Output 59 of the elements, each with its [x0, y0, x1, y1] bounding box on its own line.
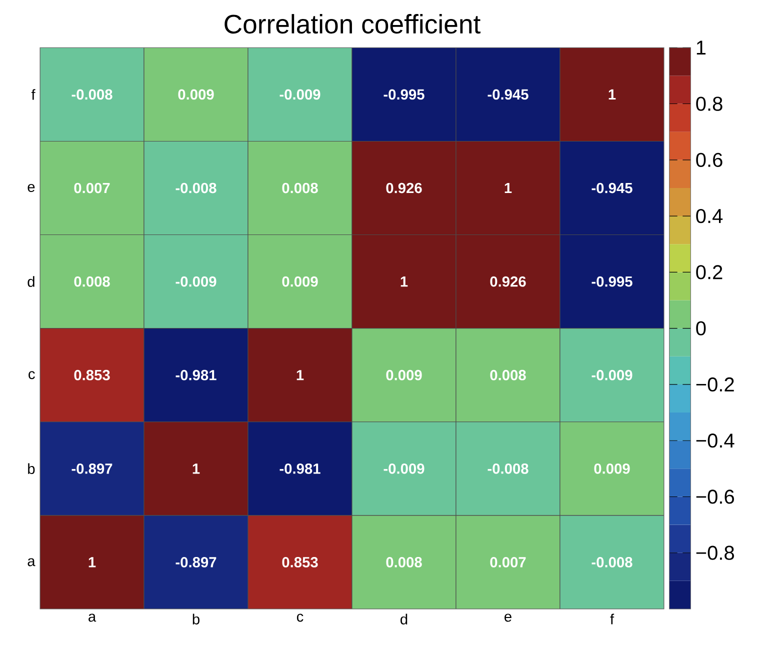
x-tick-label: f — [610, 614, 614, 624]
data-label: 0.008 — [386, 557, 422, 568]
data-label: -0.009 — [176, 276, 216, 287]
color-bar-label: −0.2 — [696, 377, 734, 392]
data-label: -0.008 — [72, 89, 112, 100]
data-label: -0.008 — [488, 463, 528, 474]
data-label: -0.009 — [384, 463, 424, 474]
data-label: 1 — [192, 464, 200, 474]
data-label: -0.981 — [280, 463, 320, 474]
data-label: 0.008 — [490, 370, 526, 380]
data-label: -0.897 — [72, 463, 112, 474]
y-tick-label: c — [28, 371, 35, 380]
data-label: -0.995 — [592, 276, 632, 287]
data-label: 0.009 — [386, 370, 422, 380]
data-label: 1 — [400, 276, 408, 287]
data-label: 0.926 — [490, 276, 526, 287]
x-tick-label: c — [296, 614, 304, 622]
x-tick-label: d — [400, 614, 408, 624]
color-bar-label: 0.2 — [696, 265, 722, 280]
data-label: -0.981 — [176, 370, 216, 380]
x-tick-label: b — [192, 614, 200, 624]
data-label: -0.995 — [384, 89, 424, 100]
data-label: 1 — [608, 89, 616, 100]
data-label: -0.945 — [488, 89, 528, 100]
data-label: 0.007 — [74, 182, 110, 194]
y-tick-label: b — [28, 463, 35, 474]
y-tick-label: f — [31, 89, 36, 100]
data-label: 0.009 — [282, 276, 318, 287]
chart-title: Correlation coefficient — [224, 14, 480, 34]
data-label: 1 — [88, 557, 96, 568]
data-label: 0.009 — [594, 463, 630, 474]
y-tick-label: d — [28, 276, 34, 287]
data-label: 0.926 — [386, 182, 422, 194]
x-tick-label: e — [504, 614, 512, 622]
color-bar-label: 0.8 — [696, 96, 722, 111]
data-label: -0.009 — [592, 370, 632, 380]
data-label: -0.945 — [592, 182, 632, 194]
color-bar-label: −0.8 — [696, 546, 734, 560]
data-label: 0.853 — [282, 557, 318, 568]
color-bar-label: 0.6 — [696, 152, 722, 167]
data-label: 0.007 — [490, 557, 526, 568]
y-tick-label: e — [28, 184, 35, 192]
data-label: 1 — [504, 182, 512, 194]
data-label: 1 — [296, 370, 304, 380]
x-tick-label: a — [88, 614, 96, 622]
color-bar-label: 0.4 — [696, 208, 723, 224]
data-label: 0.009 — [178, 89, 214, 100]
data-label: -0.008 — [176, 182, 216, 194]
data-label: 0.853 — [74, 370, 110, 380]
color-bar-label: −0.6 — [696, 490, 734, 504]
data-label: -0.008 — [592, 557, 632, 568]
color-bar-label: −0.4 — [696, 434, 734, 448]
color-bar-label: 1 — [696, 40, 706, 55]
data-label: 0.008 — [74, 276, 110, 287]
data-label: -0.009 — [280, 89, 320, 100]
data-label: -0.897 — [176, 557, 216, 568]
color-bar-label: 0 — [696, 321, 706, 336]
data-label: 0.008 — [282, 182, 318, 194]
y-tick-label: a — [28, 558, 36, 566]
